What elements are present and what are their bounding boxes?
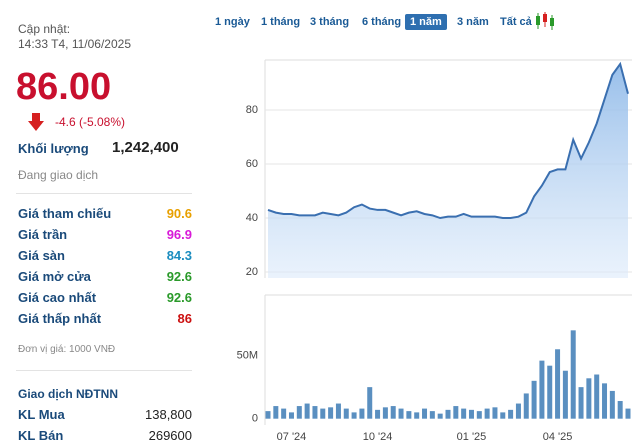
volume-bar xyxy=(414,412,420,419)
volume-bar xyxy=(312,406,318,419)
volume-bar xyxy=(359,408,365,419)
volume-bar xyxy=(367,387,373,419)
volume-bar xyxy=(555,349,561,419)
volume-bar xyxy=(422,408,428,419)
row-label: Giá tham chiếu xyxy=(18,206,112,221)
volume-bar xyxy=(398,408,404,419)
price-line xyxy=(267,61,629,220)
volume-bar xyxy=(281,408,287,419)
separator xyxy=(16,193,192,194)
volume-bar xyxy=(453,406,459,419)
tab[interactable]: 3 tháng xyxy=(310,16,350,28)
volume-bar xyxy=(531,380,537,419)
volume-bar xyxy=(594,374,600,419)
row-value: 90.6 xyxy=(166,206,192,221)
row-value: 92.6 xyxy=(166,290,192,305)
volume-bar xyxy=(461,408,467,419)
volume-bar xyxy=(296,406,302,419)
volume-bar xyxy=(468,409,474,419)
volume-bar xyxy=(562,370,568,419)
price: 86.00 xyxy=(16,66,112,108)
row-value: 92.6 xyxy=(166,269,192,284)
volume-bar xyxy=(288,412,294,419)
volume-bar xyxy=(523,393,529,419)
row-value: 96.9 xyxy=(166,227,192,242)
volume-bar xyxy=(328,407,334,419)
volume-bar xyxy=(547,365,553,419)
volume-label: Khối lượng xyxy=(18,141,89,156)
volume-bar xyxy=(515,403,521,419)
tab[interactable]: 1 tháng xyxy=(261,16,301,28)
foreign-title: Giao dịch NĐTNN xyxy=(18,387,119,401)
volume-bar xyxy=(304,403,310,419)
volume-bar xyxy=(625,408,631,419)
foreign-label: KL Mua xyxy=(18,407,65,422)
tab[interactable]: Tất cả xyxy=(500,16,532,28)
volume-bar xyxy=(586,378,592,419)
volume-bar xyxy=(617,401,623,419)
change: -4.6 (-5.08%) xyxy=(55,115,126,129)
x-tick-label: 01 '25 xyxy=(457,431,487,443)
x-tick-label: 10 '24 xyxy=(363,431,393,443)
foreign-label: KL Bán xyxy=(18,428,64,443)
volume-bar xyxy=(476,411,482,419)
y-tick-label: 20 xyxy=(246,266,258,278)
row-value: 84.3 xyxy=(166,248,192,263)
down-arrow xyxy=(28,113,44,131)
candle-icon[interactable] xyxy=(534,11,556,31)
volume-bar xyxy=(320,408,326,419)
update-label: Cập nhật: xyxy=(18,22,71,36)
foreign-value: 269600 xyxy=(148,428,192,443)
volume-bar xyxy=(343,408,349,419)
volume-bar xyxy=(578,387,584,419)
y-tick-label: 0 xyxy=(252,413,258,425)
separator xyxy=(16,370,192,371)
tab[interactable]: 1 ngày xyxy=(215,16,250,28)
row-label: Giá thấp nhất xyxy=(18,311,102,326)
y-tick-label: 60 xyxy=(246,158,258,170)
volume-bar xyxy=(500,412,506,419)
volume-bar xyxy=(382,407,388,419)
volume-bar xyxy=(273,406,279,419)
row-value: 86 xyxy=(177,311,192,326)
x-tick-label: 07 '24 xyxy=(277,431,307,443)
volume-bar xyxy=(351,412,357,419)
volume-bar xyxy=(406,411,412,419)
y-tick-label: 80 xyxy=(246,104,258,116)
volume-bar xyxy=(508,409,514,419)
volume-bar xyxy=(429,411,435,419)
volume-bar xyxy=(375,409,381,419)
tab[interactable]: 3 năm xyxy=(457,16,489,28)
y-tick-label: 40 xyxy=(246,212,258,224)
x-tick-label: 04 '25 xyxy=(543,431,573,443)
status: Đang giao dịch xyxy=(18,168,99,182)
volume-bar xyxy=(570,330,576,419)
volume: 1,242,400 xyxy=(112,139,179,156)
y-tick-label: 50M xyxy=(237,349,258,361)
row-label: Giá sàn xyxy=(18,248,65,263)
price-area xyxy=(268,64,628,278)
volume-bar xyxy=(445,409,451,419)
row-label: Giá trần xyxy=(18,227,68,242)
row-label: Giá cao nhất xyxy=(18,290,97,305)
volume-bar xyxy=(335,403,341,419)
volume-bar xyxy=(609,390,615,419)
volume-bar xyxy=(539,360,545,419)
foreign-value: 138,800 xyxy=(145,407,192,422)
volume-bar xyxy=(492,407,498,419)
volume-bar xyxy=(265,411,271,419)
row-label: Giá mở cửa xyxy=(18,269,91,284)
unit: Đơn vị giá: 1000 VNĐ xyxy=(18,344,116,355)
update-time: 14:33 T4, 11/06/2025 xyxy=(18,37,131,51)
volume-bar xyxy=(390,406,396,419)
volume-bar xyxy=(484,408,490,419)
tab[interactable]: 6 tháng xyxy=(362,16,402,28)
volume-bar xyxy=(437,413,443,419)
volume-bar xyxy=(602,383,608,419)
tab[interactable]: 1 năm xyxy=(405,14,447,30)
